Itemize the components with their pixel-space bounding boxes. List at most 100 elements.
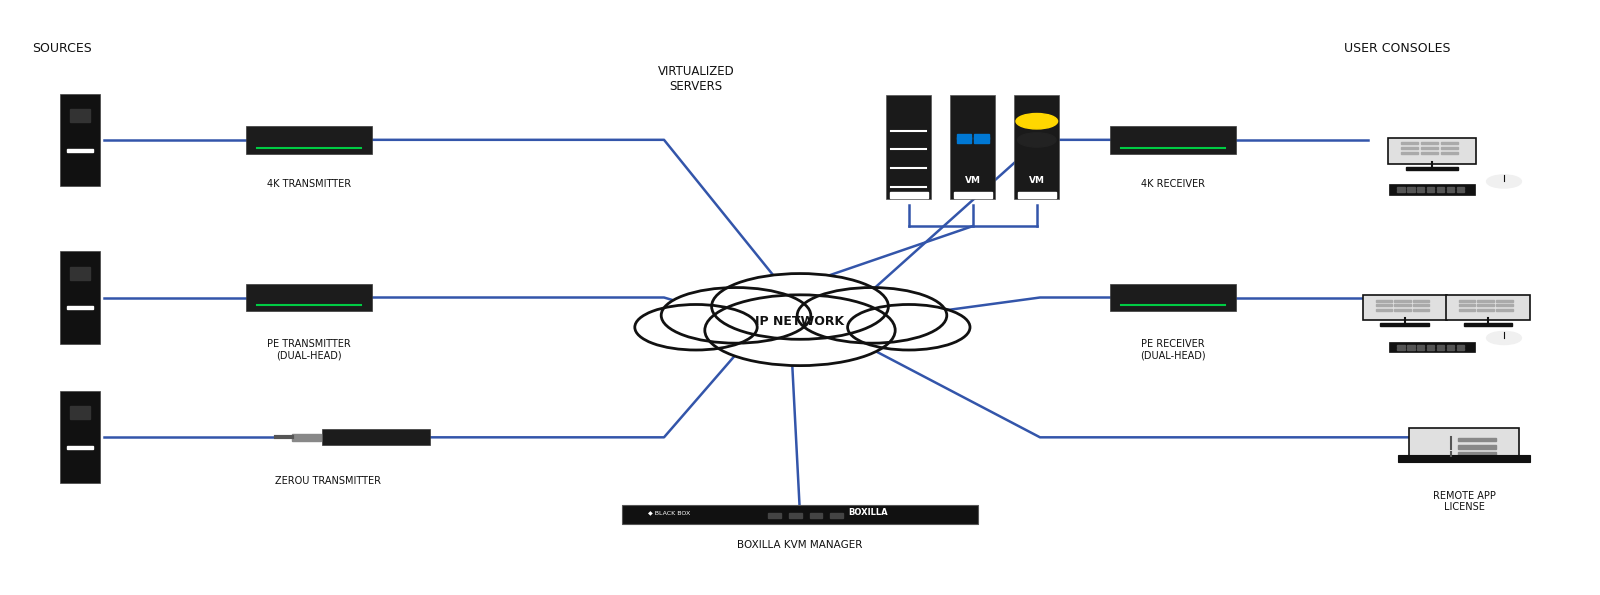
Bar [70,406,90,419]
Bar [1477,300,1494,302]
FancyBboxPatch shape [1410,428,1520,459]
Bar [1459,304,1475,306]
Text: PE RECEIVER
(DUAL-HEAD): PE RECEIVER (DUAL-HEAD) [1139,339,1206,361]
Bar [1458,438,1496,441]
Bar [1446,345,1454,347]
Bar [1446,187,1454,189]
Circle shape [635,305,757,350]
Bar [1427,345,1434,347]
Text: ◆ BLACK BOX: ◆ BLACK BOX [648,511,690,515]
Bar [1413,304,1429,306]
Bar [1427,190,1434,193]
Bar [1477,309,1494,311]
Text: VM: VM [1029,176,1045,185]
Bar [1456,345,1464,347]
Text: BOXILLA KVM MANAGER: BOXILLA KVM MANAGER [738,540,862,550]
Bar [1437,348,1445,350]
Bar [1394,309,1411,311]
Bar [954,192,992,198]
Text: 4K TRANSMITTER: 4K TRANSMITTER [267,178,350,189]
Text: IP NETWORK: IP NETWORK [755,315,845,328]
Bar [70,267,90,280]
Bar [1440,147,1458,149]
Bar [1402,147,1418,149]
Text: VIRTUALIZED
SERVERS: VIRTUALIZED SERVERS [658,65,734,93]
Bar [1413,309,1429,311]
Bar [768,513,781,518]
FancyBboxPatch shape [1389,342,1475,352]
Text: REMOTE APP
LICENSE: REMOTE APP LICENSE [1432,491,1496,512]
Bar [1437,345,1445,347]
Circle shape [712,274,888,339]
Bar [1440,152,1458,154]
Bar [1496,300,1512,302]
FancyBboxPatch shape [1110,284,1235,311]
Bar [1402,142,1418,145]
Bar [1402,152,1418,154]
Bar [1408,187,1414,189]
Circle shape [1486,175,1522,188]
FancyBboxPatch shape [1389,184,1475,195]
Bar [1459,300,1475,302]
Text: PE TRANSMITTER
(DUAL-HEAD): PE TRANSMITTER (DUAL-HEAD) [267,339,350,361]
Text: USER CONSOLES: USER CONSOLES [1344,42,1451,55]
Bar [1408,348,1414,350]
Bar [1418,345,1424,347]
Bar [1418,187,1424,189]
FancyBboxPatch shape [622,505,978,524]
Bar [957,134,971,139]
Bar [1408,345,1414,347]
Bar [810,513,822,518]
Bar [291,434,320,441]
Bar [1459,309,1475,311]
Bar [830,513,843,518]
Bar [890,192,928,198]
Bar [1464,324,1512,326]
Bar [1496,309,1512,311]
Circle shape [704,295,896,365]
FancyBboxPatch shape [323,430,429,445]
Bar [1446,190,1454,193]
Bar [67,149,93,152]
Text: ZEROU TRANSMITTER: ZEROU TRANSMITTER [275,476,381,486]
Bar [1376,309,1392,311]
FancyBboxPatch shape [61,392,99,483]
Bar [1376,304,1392,306]
Bar [1456,190,1464,193]
FancyBboxPatch shape [61,251,99,344]
Circle shape [1018,133,1056,147]
Bar [1418,190,1424,193]
Circle shape [1486,331,1522,345]
Bar [1458,445,1496,449]
Bar [1437,187,1445,189]
FancyBboxPatch shape [246,284,371,311]
Text: VM: VM [965,176,981,185]
Bar [1437,190,1445,193]
FancyBboxPatch shape [1387,137,1477,164]
Bar [67,446,93,449]
Text: SOURCES: SOURCES [32,42,91,55]
Bar [1418,348,1424,350]
Bar [1427,348,1434,350]
FancyBboxPatch shape [1398,455,1531,462]
Bar [1394,304,1411,306]
Bar [1421,152,1438,154]
Bar [974,137,989,143]
Bar [1477,304,1494,306]
Bar [1397,187,1405,189]
Bar [1376,300,1392,302]
Bar [1394,300,1411,302]
Bar [67,306,93,309]
Text: 4K RECEIVER: 4K RECEIVER [1141,178,1205,189]
FancyBboxPatch shape [1014,95,1059,199]
Text: BOXILLA: BOXILLA [848,508,888,518]
FancyBboxPatch shape [886,95,931,199]
Bar [1446,348,1454,350]
Circle shape [848,305,970,350]
Bar [1018,192,1056,198]
Bar [1397,348,1405,350]
Bar [1397,345,1405,347]
Bar [1406,167,1458,170]
Bar [1496,304,1512,306]
Bar [1427,187,1434,189]
